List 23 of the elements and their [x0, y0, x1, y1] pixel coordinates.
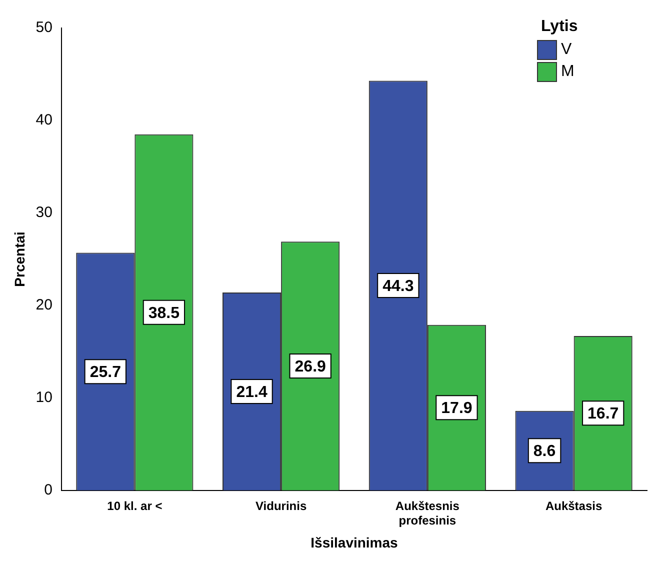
data-label: 17.9 — [441, 400, 472, 418]
y-tick-label: 50 — [36, 19, 52, 36]
data-label: 38.5 — [148, 304, 180, 322]
data-label: 44.3 — [382, 278, 414, 295]
data-label: 8.6 — [533, 443, 556, 460]
data-label: 16.7 — [588, 406, 619, 423]
y-axis-title: Prcentai — [11, 232, 28, 287]
x-tick-label: Vidurinis — [255, 498, 307, 513]
data-label: 26.9 — [294, 358, 326, 376]
x-tick-label: 10 kl. ar < — [107, 498, 162, 513]
y-tick-label: 30 — [36, 204, 52, 222]
legend-label: M — [561, 63, 574, 81]
x-axis-title: Išsilavinimas — [310, 534, 398, 550]
y-tick-label: 0 — [44, 482, 52, 499]
y-tick-label: 40 — [36, 112, 52, 129]
y-tick-label: 10 — [36, 389, 52, 406]
legend-label: V — [561, 41, 572, 59]
x-tick-label: Aukštasis — [545, 498, 602, 513]
legend-title: Lytis — [541, 18, 579, 36]
data-label: 21.4 — [236, 384, 268, 401]
y-tick-label: 20 — [36, 296, 52, 314]
x-tick-label: Aukštesnis profesinis — [395, 498, 460, 528]
data-label: 25.7 — [90, 364, 122, 381]
